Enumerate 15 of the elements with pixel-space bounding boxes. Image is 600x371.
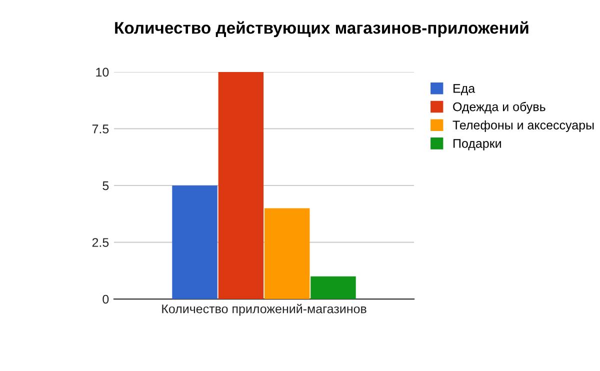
bar (172, 186, 218, 300)
x-tick-label: Количество приложений-магазинов (162, 304, 366, 316)
chart-title: Количество действующих магазинов-приложений (115, 21, 528, 38)
y-tick-label: 2.5 (92, 238, 109, 247)
bar (310, 276, 356, 300)
bar (218, 72, 264, 300)
legend-label: Одежда и обувь (453, 102, 546, 114)
y-tick-label: 5 (102, 181, 109, 190)
legend-label: Подарки (454, 139, 501, 150)
y-tick-label: 7.5 (92, 124, 109, 134)
y-tick-label: 0 (102, 294, 109, 304)
legend-label: Еда (454, 84, 476, 96)
bar (264, 208, 310, 300)
y-tick-label: 10 (96, 68, 109, 77)
legend-label: Телефоны и аксессуары (452, 120, 594, 132)
